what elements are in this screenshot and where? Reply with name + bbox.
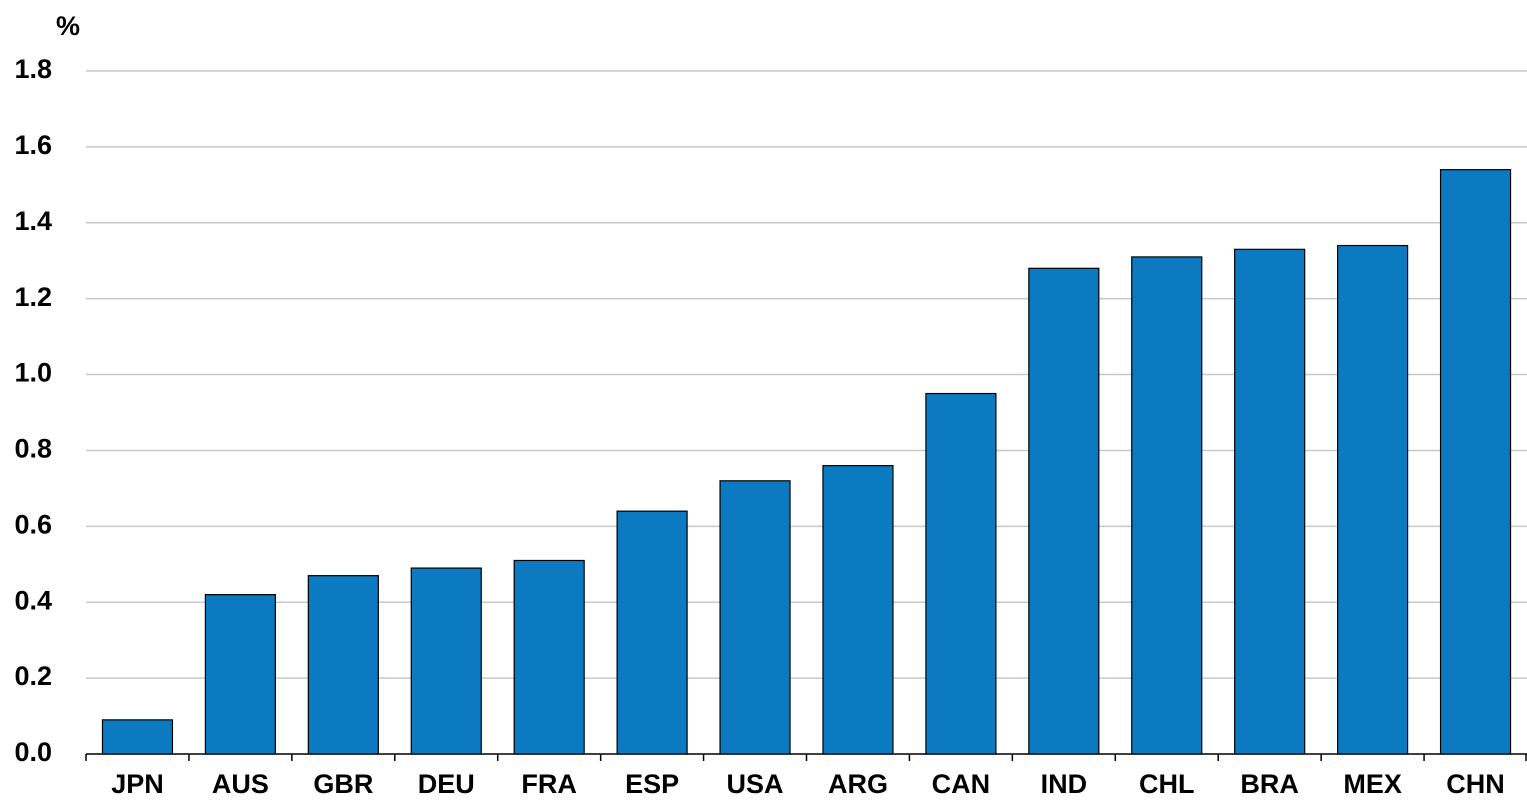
x-tick-label: FRA xyxy=(521,769,577,799)
y-tick-label: 0.6 xyxy=(14,509,52,539)
bar xyxy=(307,575,379,755)
bar xyxy=(101,719,174,755)
bar xyxy=(925,392,997,755)
bar xyxy=(1131,256,1203,755)
bar xyxy=(204,594,276,755)
bar xyxy=(410,567,482,755)
y-tick-label: 0.2 xyxy=(14,661,52,691)
x-tick-label: AUS xyxy=(212,769,269,799)
y-tick-label: 1.6 xyxy=(14,130,52,160)
x-tick-label: USA xyxy=(727,769,784,799)
y-tick-label: 0.0 xyxy=(14,737,52,767)
x-tick-label: ESP xyxy=(625,769,679,799)
y-tick-label: 0.8 xyxy=(14,434,52,464)
bar xyxy=(1337,244,1409,755)
x-tick-label: GBR xyxy=(313,769,373,799)
bar xyxy=(1234,248,1306,755)
x-tick-label: DEU xyxy=(418,769,475,799)
x-tick-label: ARG xyxy=(828,769,888,799)
bar xyxy=(616,510,688,755)
bar xyxy=(513,559,585,755)
x-tick-label: CAN xyxy=(932,769,991,799)
bar xyxy=(822,465,894,755)
x-tick-label: JPN xyxy=(111,769,164,799)
y-tick-label: 1.8 xyxy=(14,54,52,84)
bar xyxy=(719,480,791,755)
y-tick-label: 1.0 xyxy=(14,358,52,388)
y-tick-label: 0.4 xyxy=(14,585,52,615)
bar xyxy=(1028,267,1100,755)
y-axis-label: % xyxy=(56,11,80,41)
x-tick-label: BRA xyxy=(1240,769,1299,799)
x-tick-label: CHN xyxy=(1446,769,1505,799)
bar xyxy=(1439,169,1512,755)
y-tick-label: 1.4 xyxy=(14,206,52,236)
x-tick-label: CHL xyxy=(1139,769,1195,799)
y-tick-label: 1.2 xyxy=(14,282,52,312)
x-tick-label: IND xyxy=(1041,769,1088,799)
x-tick-label: MEX xyxy=(1343,769,1402,799)
